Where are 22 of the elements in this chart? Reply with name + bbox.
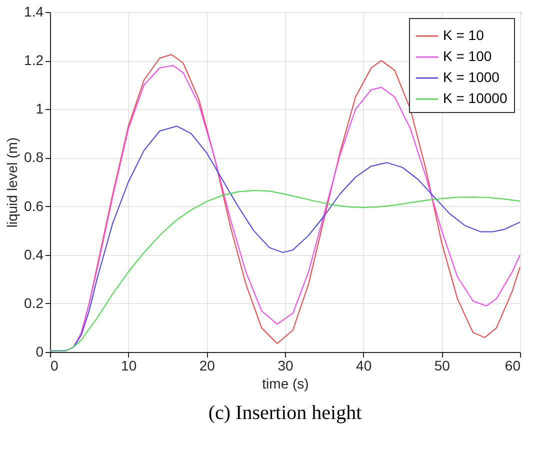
y-tick-label: 0 — [36, 344, 44, 360]
legend-label: K = 10000 — [443, 90, 508, 106]
y-tick-label: 0.6 — [24, 198, 44, 214]
x-tick-label: 30 — [278, 358, 294, 374]
x-tick-label: 50 — [434, 358, 450, 374]
y-axis-title: liquid level (m) — [4, 137, 20, 228]
x-tick-label: 40 — [356, 358, 372, 374]
legend-label: K = 10 — [443, 27, 484, 43]
y-tick-label: 1 — [36, 100, 44, 117]
x-tick-label: 60 — [504, 358, 521, 374]
x-tick-label: 0 — [50, 358, 58, 374]
y-tick-label: 0.4 — [24, 246, 44, 262]
x-tick-label: 10 — [121, 358, 137, 374]
legend-label: K = 1000 — [443, 69, 500, 85]
x-tick-label: 20 — [199, 358, 216, 374]
y-tick-label: 1.4 — [24, 4, 44, 20]
y-tick-label: 1.2 — [24, 52, 44, 68]
legend-label: K = 100 — [443, 48, 492, 64]
x-axis-title: time (s) — [262, 376, 309, 392]
y-tick-label: 0.2 — [24, 294, 44, 311]
y-tick-label: 0.8 — [24, 149, 44, 166]
text: (c) Insertion height — [208, 402, 362, 424]
